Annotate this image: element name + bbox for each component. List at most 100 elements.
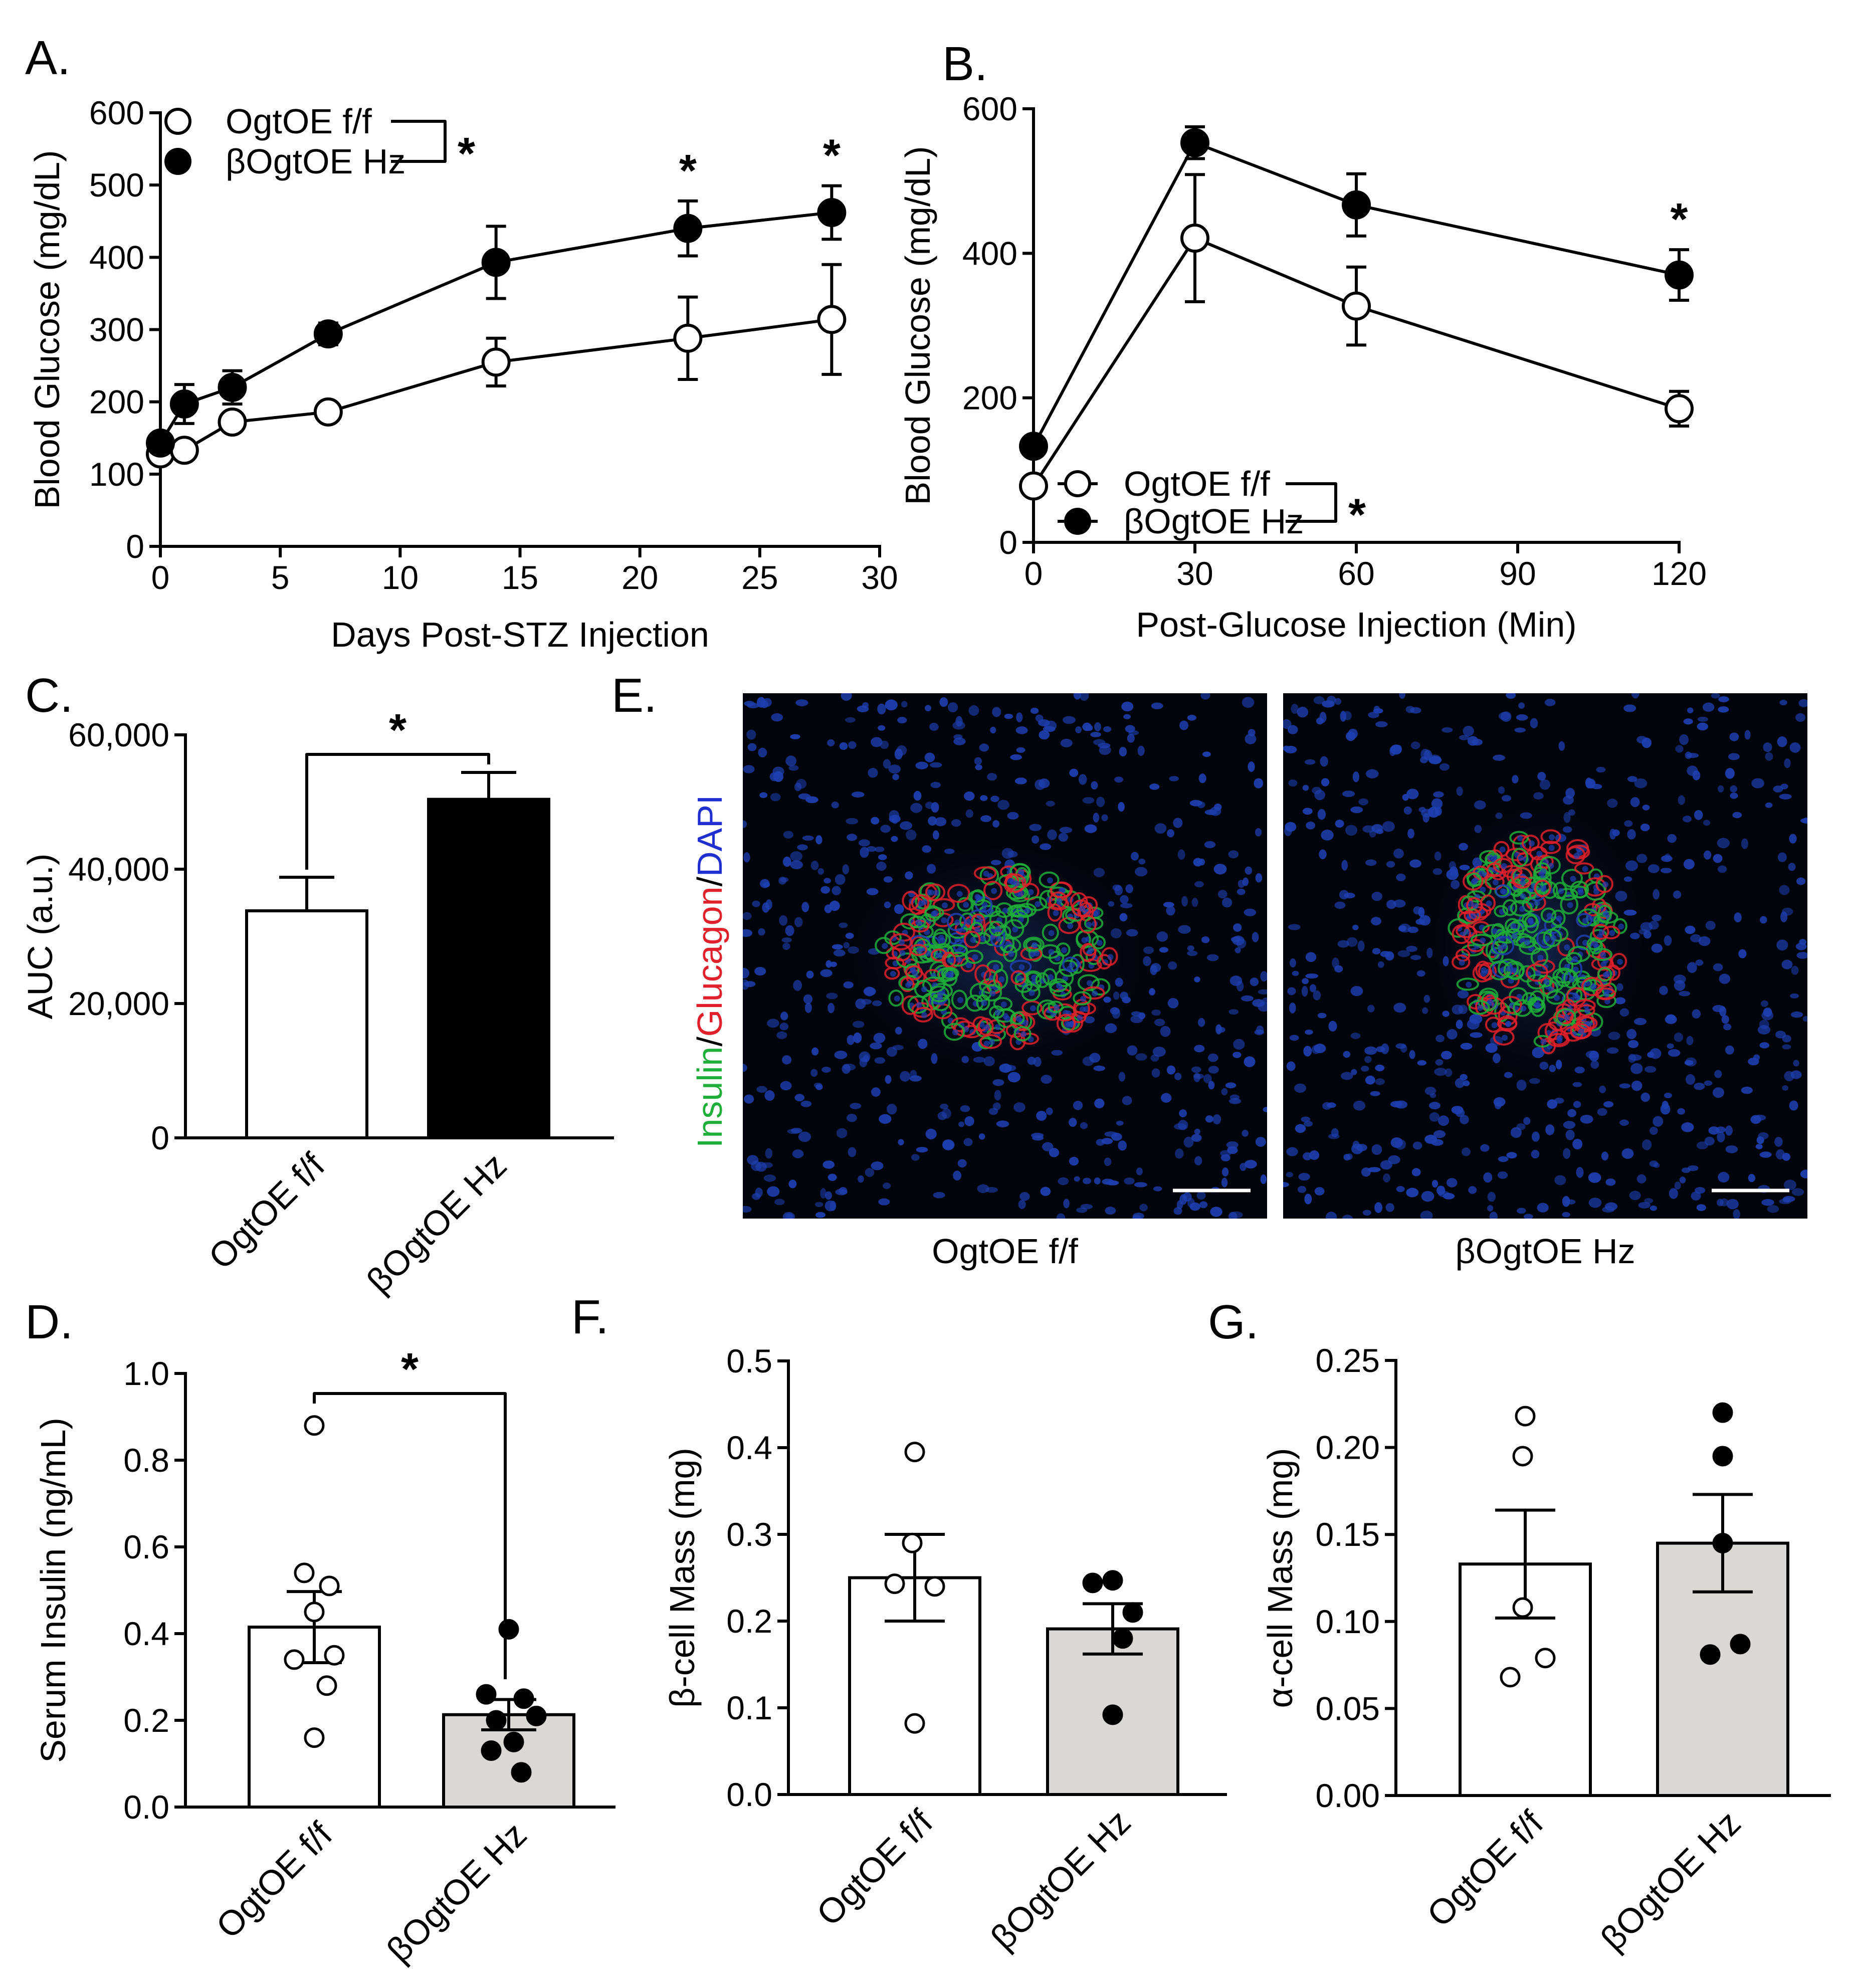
nucleus <box>848 741 857 749</box>
nucleus <box>811 1047 819 1056</box>
nucleus <box>1608 1032 1620 1040</box>
nucleus <box>1748 1058 1759 1066</box>
nucleus <box>839 922 848 928</box>
nucleus <box>1058 833 1069 842</box>
nucleus <box>1352 771 1360 782</box>
nucleus <box>1353 1100 1366 1111</box>
nucleus <box>1441 1051 1452 1060</box>
nucleus <box>845 717 856 723</box>
islet-nucleus <box>1068 1021 1075 1027</box>
nucleus <box>752 1193 761 1200</box>
nucleus <box>1130 852 1139 861</box>
nucleus <box>1702 702 1715 712</box>
data-point <box>304 1727 325 1748</box>
nucleus <box>1781 959 1793 969</box>
nucleus <box>1286 1061 1296 1071</box>
islet-cell <box>1586 937 1602 950</box>
nucleus <box>1601 1151 1609 1161</box>
nucleus <box>857 705 869 712</box>
nucleus <box>827 739 835 747</box>
nucleus <box>814 1202 824 1208</box>
nucleus <box>800 1100 812 1107</box>
nucleus <box>1463 1080 1470 1086</box>
y-tick-label: 0.20 <box>1316 1429 1380 1466</box>
nucleus <box>1332 957 1339 969</box>
islet-cell <box>1572 885 1588 899</box>
nucleus <box>776 1031 787 1039</box>
nucleus <box>1767 1205 1779 1213</box>
nucleus <box>1343 1051 1351 1058</box>
nucleus <box>1149 783 1160 790</box>
nucleus <box>1410 955 1421 960</box>
nucleus <box>1626 1029 1637 1040</box>
nucleus <box>1016 712 1023 722</box>
islet-cell <box>1452 954 1471 970</box>
islet-cell <box>969 921 984 938</box>
data-point-ogtoe-ff <box>673 323 703 353</box>
nucleus <box>1695 959 1704 966</box>
nucleus <box>1649 1160 1658 1167</box>
panel-label-b: B. <box>942 37 988 91</box>
nucleus <box>1733 1209 1740 1219</box>
nucleus <box>832 886 841 895</box>
nucleus <box>1502 794 1511 802</box>
islet-nucleus <box>1499 846 1506 853</box>
islet-nucleus <box>1492 879 1499 886</box>
nucleus <box>1102 1178 1114 1185</box>
nucleus <box>1653 889 1660 900</box>
nucleus <box>1420 748 1430 760</box>
y-tick-label: 0.0 <box>123 1788 169 1826</box>
nucleus <box>1010 754 1022 760</box>
islet-cell <box>983 881 1003 900</box>
nucleus <box>1225 1082 1237 1089</box>
nucleus <box>1420 1211 1433 1219</box>
islet-nucleus <box>1016 975 1022 981</box>
nucleus <box>1717 1131 1725 1143</box>
islet-nucleus <box>1048 949 1055 955</box>
islet-nucleus <box>1096 940 1103 946</box>
nucleus <box>1741 838 1749 849</box>
nucleus <box>743 765 755 773</box>
data-point <box>1700 1644 1721 1665</box>
nucleus <box>987 773 997 781</box>
islet-cell <box>1521 913 1538 928</box>
nucleus <box>1523 1214 1533 1219</box>
nucleus <box>1666 1014 1676 1021</box>
legend-bracket <box>1286 482 1337 523</box>
nucleus <box>801 902 809 912</box>
nucleus <box>960 1105 970 1112</box>
islet-nucleus <box>1517 835 1523 842</box>
nucleus <box>782 856 791 867</box>
y-tick-label: 0.4 <box>123 1615 169 1652</box>
nucleus <box>1567 1109 1576 1117</box>
nucleus <box>1208 1081 1215 1090</box>
islet-cell <box>941 951 956 968</box>
nucleus <box>841 693 852 701</box>
data-point <box>1102 1570 1123 1591</box>
islet-cell <box>1574 862 1594 875</box>
islet-nucleus <box>939 937 946 944</box>
nucleus <box>1143 956 1151 966</box>
nucleus <box>1368 712 1379 718</box>
nucleus <box>1779 699 1787 706</box>
islet-nucleus <box>1472 903 1479 909</box>
nucleus <box>1537 1203 1549 1213</box>
nucleus <box>1358 798 1368 806</box>
islet-cell <box>1468 1000 1490 1015</box>
nucleus <box>1377 961 1384 968</box>
islet-nucleus <box>921 1012 928 1019</box>
nucleus <box>1044 720 1057 731</box>
nucleus <box>1255 828 1262 837</box>
nucleus <box>798 1131 811 1142</box>
islet-cell <box>1026 896 1048 911</box>
nucleus <box>765 1148 773 1159</box>
nucleus <box>1721 1015 1729 1024</box>
nucleus <box>1445 1068 1453 1077</box>
nucleus <box>1619 1083 1630 1089</box>
nucleus <box>859 1057 868 1068</box>
nucleus <box>1599 1085 1606 1094</box>
islet-cell <box>1553 882 1567 900</box>
nucleus <box>1018 1200 1026 1209</box>
data-point <box>1515 1406 1536 1427</box>
nucleus <box>892 773 899 780</box>
